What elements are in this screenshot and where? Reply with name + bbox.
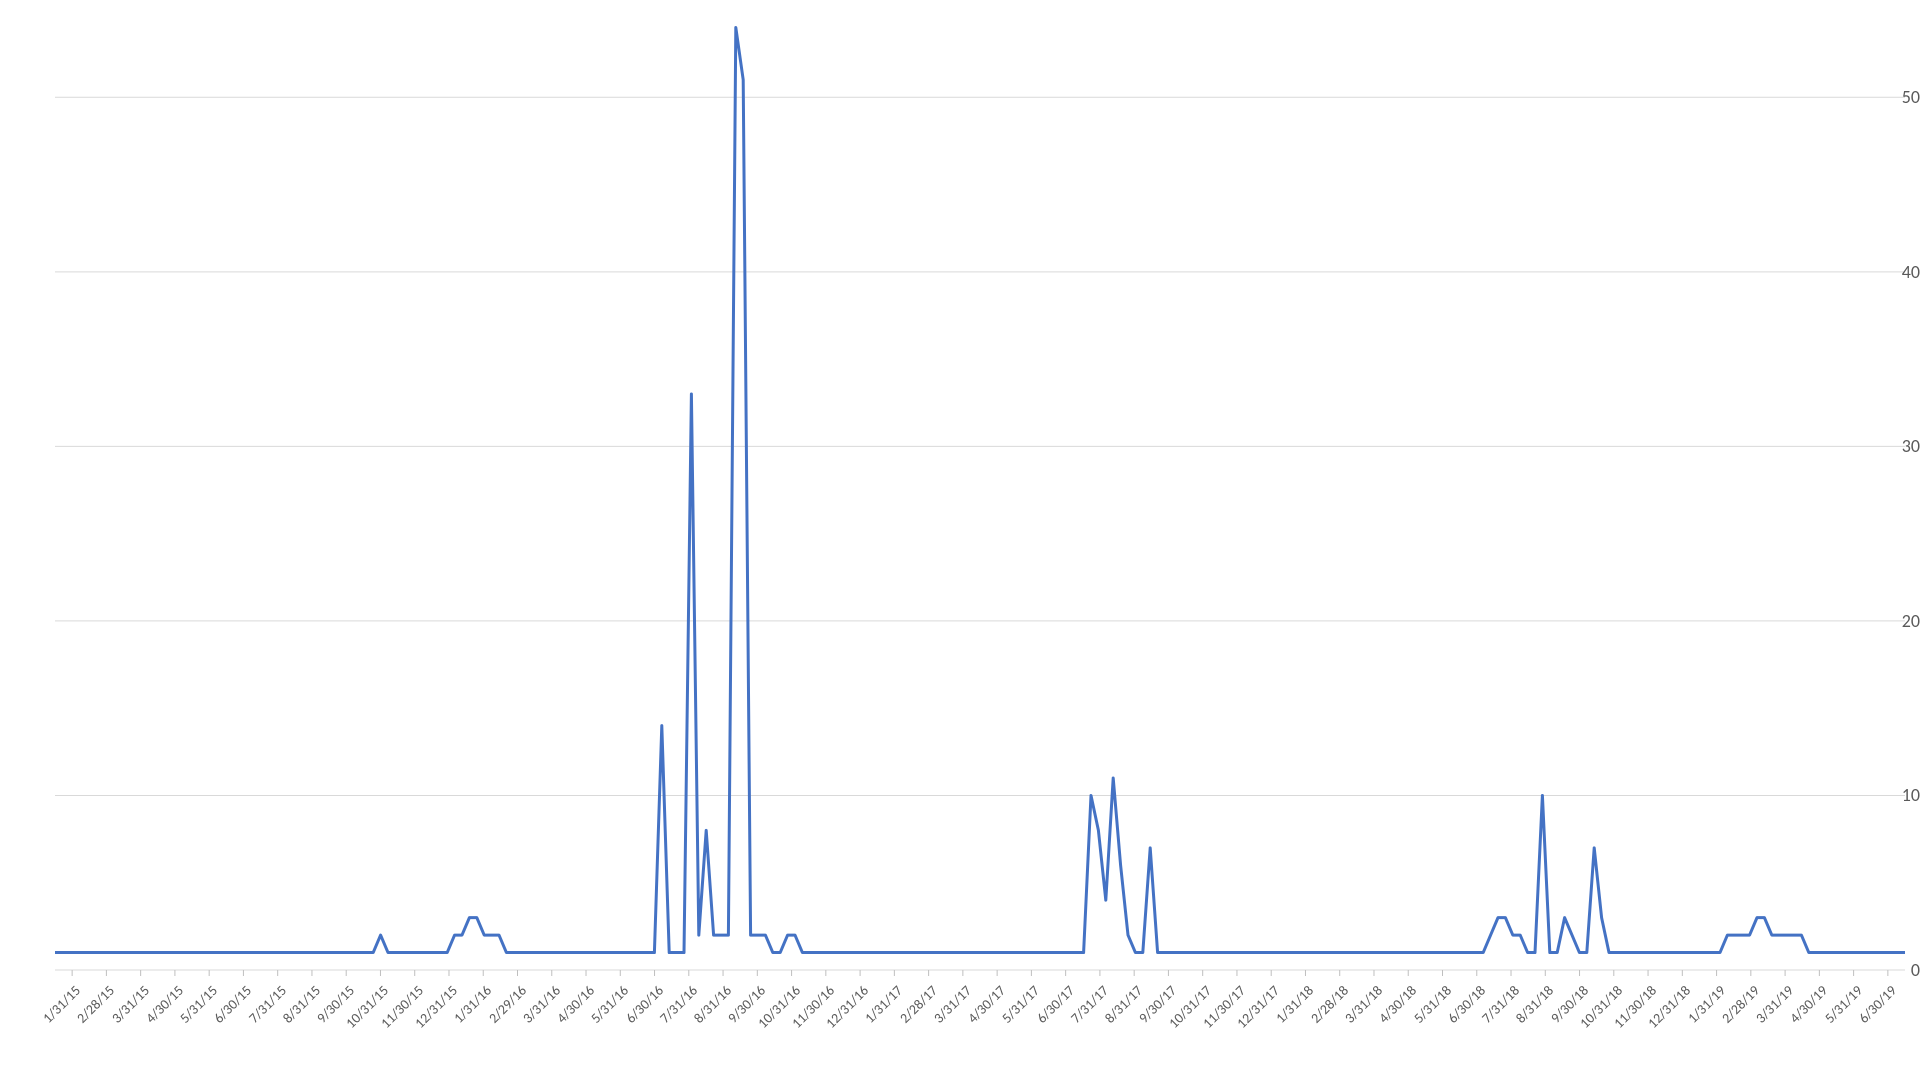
- x-tick-label: 8/31/16: [690, 982, 735, 1027]
- x-tick-label: 8/31/15: [279, 982, 324, 1027]
- x-tick-label: 1/31/18: [1273, 982, 1318, 1027]
- y-tick-label: 10: [1875, 784, 1920, 806]
- x-tick-label: 6/30/19: [1855, 982, 1900, 1027]
- x-tick-label: 3/31/18: [1341, 982, 1386, 1027]
- y-tick-label: 30: [1875, 435, 1920, 457]
- x-tick-label: 8/31/17: [1101, 982, 1146, 1027]
- x-tick-label: 2/28/15: [74, 982, 119, 1027]
- x-axis-labels-group: 1/31/152/28/153/31/154/30/155/31/156/30/…: [0, 978, 1920, 1088]
- y-tick-label: 40: [1875, 261, 1920, 283]
- x-tick-label: 4/30/17: [964, 982, 1009, 1027]
- x-tick-label: 4/30/15: [142, 982, 187, 1027]
- x-tick-label: 1/31/17: [862, 982, 907, 1027]
- x-tick-label: 7/31/18: [1478, 982, 1523, 1027]
- x-tick-label: 3/31/19: [1752, 982, 1797, 1027]
- x-tick-label: 2/28/18: [1307, 982, 1352, 1027]
- y-tick-label: 20: [1875, 610, 1920, 632]
- x-tick-label: 5/31/15: [176, 982, 221, 1027]
- x-tick-label: 6/30/16: [622, 982, 667, 1027]
- x-tick-label: 7/31/16: [656, 982, 701, 1027]
- line-chart: [0, 0, 1920, 1080]
- x-tick-label: 1/31/15: [39, 982, 84, 1027]
- x-tick-label: 2/28/19: [1718, 982, 1763, 1027]
- x-tick-label: 3/31/16: [519, 982, 564, 1027]
- x-tick-label: 6/30/15: [211, 982, 256, 1027]
- x-tick-label: 1/31/19: [1684, 982, 1729, 1027]
- x-tick-label: 3/31/17: [930, 982, 975, 1027]
- x-tick-label: 7/31/17: [1067, 982, 1112, 1027]
- x-tick-label: 5/31/19: [1821, 982, 1866, 1027]
- x-tick-label: 5/31/16: [588, 982, 633, 1027]
- x-tick-label: 2/29/16: [485, 982, 530, 1027]
- x-tick-label: 4/30/18: [1375, 982, 1420, 1027]
- x-tick-label: 4/30/19: [1787, 982, 1832, 1027]
- data-line: [55, 27, 1905, 952]
- x-tick-label: 6/30/17: [1033, 982, 1078, 1027]
- x-tick-label: 5/31/18: [1410, 982, 1455, 1027]
- x-tick-label: 2/28/17: [896, 982, 941, 1027]
- x-tick-label: 8/31/18: [1513, 982, 1558, 1027]
- x-tick-label: 3/31/15: [108, 982, 153, 1027]
- x-tick-label: 1/31/16: [450, 982, 495, 1027]
- x-tick-label: 7/31/15: [245, 982, 290, 1027]
- x-tick-label: 5/31/17: [999, 982, 1044, 1027]
- chart-container: 01020304050 1/31/152/28/153/31/154/30/15…: [0, 0, 1920, 1080]
- y-tick-label: 50: [1875, 86, 1920, 108]
- x-tick-label: 4/30/16: [553, 982, 598, 1027]
- x-tick-label: 6/30/18: [1444, 982, 1489, 1027]
